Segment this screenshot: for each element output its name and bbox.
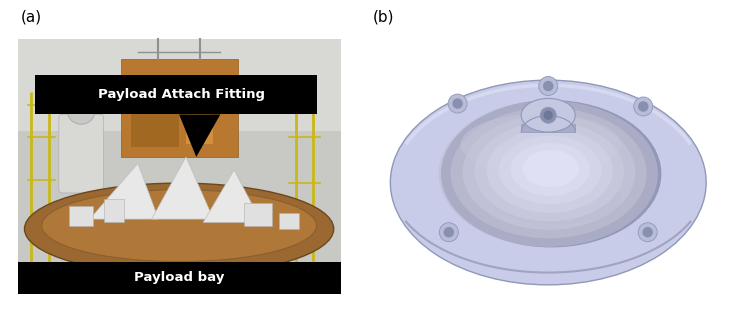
- Ellipse shape: [442, 101, 661, 247]
- Circle shape: [638, 223, 657, 242]
- Circle shape: [67, 98, 95, 124]
- Ellipse shape: [24, 183, 333, 275]
- Circle shape: [540, 107, 556, 123]
- Bar: [131, 88, 179, 147]
- Ellipse shape: [42, 190, 317, 262]
- Ellipse shape: [463, 115, 635, 230]
- Bar: [186, 92, 213, 144]
- Ellipse shape: [439, 101, 658, 247]
- Circle shape: [439, 223, 458, 242]
- Text: Payload Attach Fitting: Payload Attach Fitting: [98, 88, 265, 101]
- Text: Payload bay: Payload bay: [134, 271, 224, 284]
- Ellipse shape: [474, 122, 624, 221]
- Bar: [104, 199, 124, 222]
- Ellipse shape: [461, 114, 621, 175]
- Circle shape: [543, 81, 553, 91]
- Ellipse shape: [511, 143, 590, 196]
- Circle shape: [444, 227, 454, 237]
- Ellipse shape: [450, 108, 647, 238]
- Ellipse shape: [523, 150, 579, 187]
- Polygon shape: [179, 114, 220, 157]
- Circle shape: [643, 227, 653, 237]
- Circle shape: [539, 77, 558, 95]
- Bar: [69, 206, 93, 226]
- Text: (b): (b): [373, 10, 394, 25]
- FancyBboxPatch shape: [58, 114, 104, 193]
- Circle shape: [544, 111, 553, 120]
- Text: (a): (a): [21, 10, 42, 25]
- Polygon shape: [90, 164, 159, 219]
- Bar: [35, 75, 317, 114]
- Ellipse shape: [499, 136, 602, 204]
- Circle shape: [448, 94, 467, 113]
- Circle shape: [634, 97, 653, 116]
- Bar: [18, 39, 341, 131]
- Circle shape: [638, 101, 648, 112]
- Ellipse shape: [390, 80, 706, 285]
- Ellipse shape: [490, 169, 621, 225]
- Bar: [279, 213, 300, 229]
- Ellipse shape: [487, 129, 613, 213]
- Bar: [121, 59, 238, 157]
- Polygon shape: [521, 124, 575, 132]
- Polygon shape: [203, 170, 262, 222]
- Bar: [18, 39, 341, 294]
- Bar: [18, 262, 341, 294]
- Ellipse shape: [521, 98, 575, 132]
- Bar: [244, 203, 272, 226]
- Polygon shape: [151, 157, 213, 219]
- Circle shape: [452, 98, 463, 109]
